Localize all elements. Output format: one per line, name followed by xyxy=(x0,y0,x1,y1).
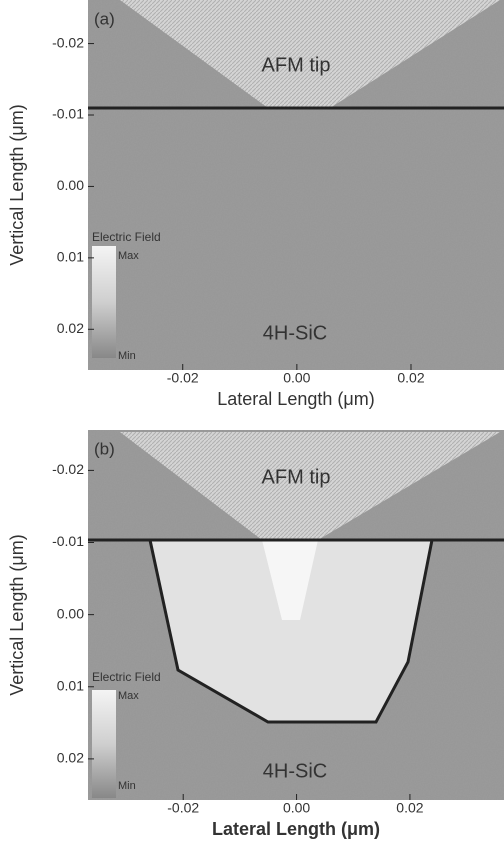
y-tick-label: 0.00 xyxy=(57,177,84,193)
colorbar xyxy=(92,690,116,798)
y-tick-label: -0.02 xyxy=(52,461,84,477)
colorbar-title: Electric Field xyxy=(92,230,161,244)
panel-a: -0.02 -0.01 0.00 0.01 0.02 -0.02 0.00 0.02 Later… xyxy=(7,0,504,409)
y-tick-label: 0.01 xyxy=(57,249,84,265)
colorbar-min: Min xyxy=(118,780,136,792)
y-axis-label: Vertical Length (μm) xyxy=(7,534,27,695)
y-tick-label: 0.02 xyxy=(57,750,84,766)
y-axis-label: Vertical Length (μm) xyxy=(7,104,27,265)
tip-label: AFM tip xyxy=(262,466,331,488)
x-tick-label: 0.00 xyxy=(283,800,310,816)
y-tick-label: 0.01 xyxy=(57,677,84,693)
tip-label: AFM tip xyxy=(262,54,331,76)
panel-label: (b) xyxy=(94,439,115,458)
substrate-label: 4H-SiC xyxy=(263,760,327,782)
panel-label: (a) xyxy=(94,9,115,28)
x-tick-label: -0.02 xyxy=(167,800,199,816)
colorbar-max: Max xyxy=(118,690,139,702)
y-tick-label: -0.02 xyxy=(52,34,84,50)
substrate-label: 4H-SiC xyxy=(263,322,327,344)
colorbar-max: Max xyxy=(118,250,139,262)
figure: -0.02 -0.01 0.00 0.01 0.02 -0.02 0.00 0.02 Later… xyxy=(0,0,504,846)
colorbar xyxy=(92,246,116,358)
y-tick-label: -0.01 xyxy=(52,533,84,549)
x-tick-label: 0.00 xyxy=(283,370,310,386)
y-tick-label: -0.01 xyxy=(52,106,84,122)
colorbar-min: Min xyxy=(118,350,136,362)
y-tick-label: 0.00 xyxy=(57,605,84,621)
x-axis-label: Lateral Length (μm) xyxy=(212,819,380,839)
x-tick-label: 0.02 xyxy=(396,800,423,816)
x-tick-label: -0.02 xyxy=(167,370,199,386)
x-tick-label: 0.02 xyxy=(397,370,424,386)
y-tick-label: 0.02 xyxy=(57,320,84,336)
x-axis-label: Lateral Length (μm) xyxy=(217,389,374,409)
colorbar-title: Electric Field xyxy=(92,670,161,684)
panel-b: -0.02 -0.01 0.00 0.01 0.02 -0.02 0.00 0.02 Later… xyxy=(7,430,504,839)
